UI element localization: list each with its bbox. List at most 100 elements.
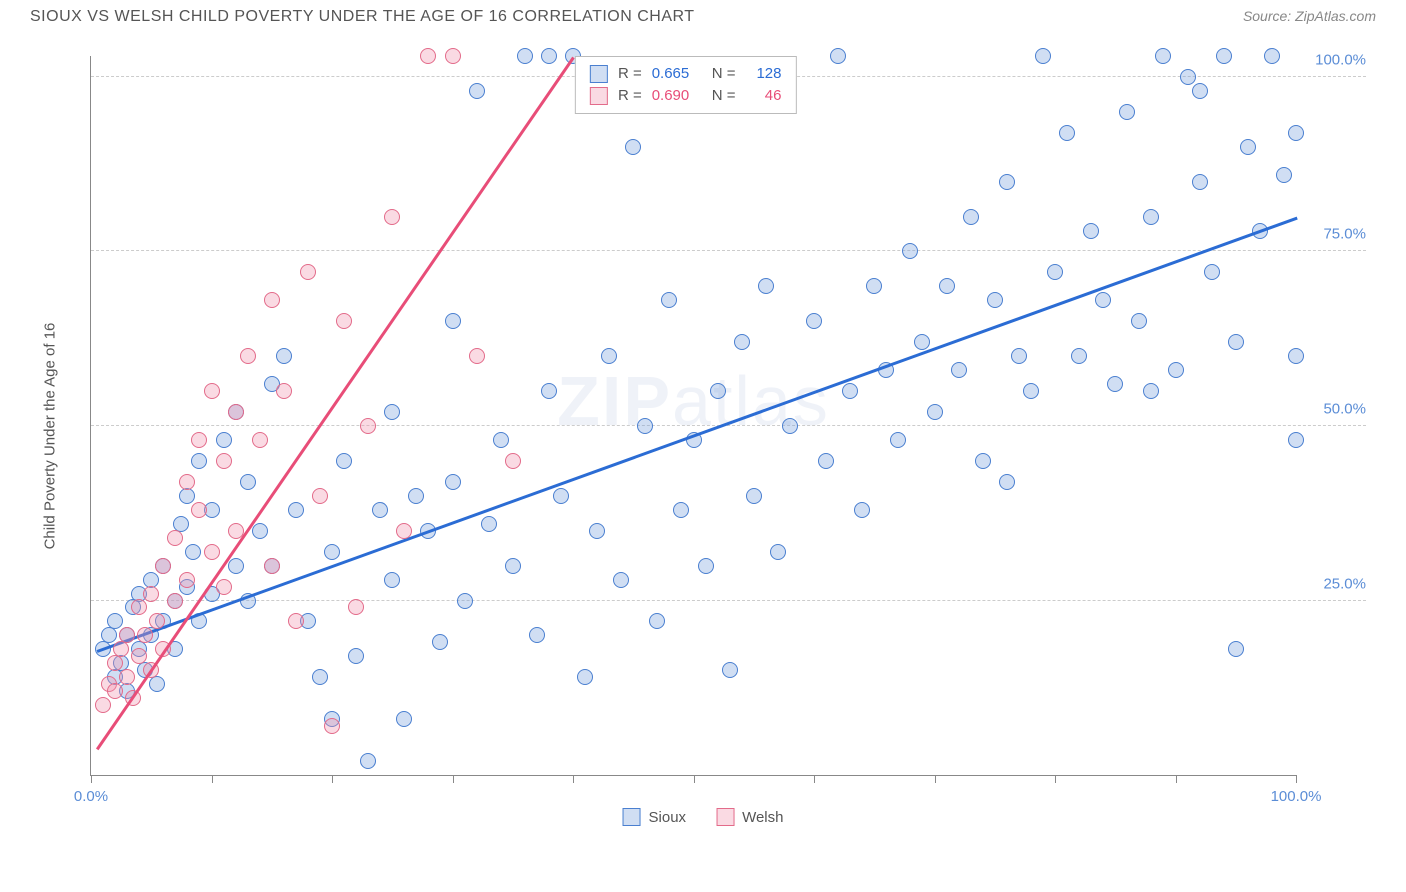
data-point [324, 544, 340, 560]
data-point [1288, 125, 1304, 141]
data-point [216, 579, 232, 595]
trend-line [97, 217, 1298, 653]
data-point [1107, 376, 1123, 392]
data-point [541, 48, 557, 64]
data-point [1155, 48, 1171, 64]
data-point [1119, 104, 1135, 120]
gridline [91, 425, 1366, 426]
data-point [963, 209, 979, 225]
data-point [734, 334, 750, 350]
plot-area: ZIPatlas 25.0%50.0%75.0%100.0%0.0%100.0%… [90, 56, 1296, 776]
data-point [1168, 362, 1184, 378]
data-point [1288, 348, 1304, 364]
data-point [384, 209, 400, 225]
data-point [914, 334, 930, 350]
data-point [384, 404, 400, 420]
x-tick [453, 775, 454, 783]
stats-legend-row: R =0.690N =46 [590, 85, 782, 107]
legend-swatch [716, 808, 734, 826]
data-point [1023, 383, 1039, 399]
data-point [1204, 264, 1220, 280]
y-tick-label: 75.0% [1306, 226, 1366, 243]
data-point [336, 453, 352, 469]
data-point [191, 432, 207, 448]
data-point [264, 558, 280, 574]
data-point [1059, 125, 1075, 141]
data-point [1035, 48, 1051, 64]
gridline [91, 250, 1366, 251]
data-point [149, 676, 165, 692]
data-point [902, 243, 918, 259]
data-point [457, 593, 473, 609]
x-tick-label: 100.0% [1271, 788, 1322, 805]
chart-title: SIOUX VS WELSH CHILD POVERTY UNDER THE A… [30, 8, 695, 26]
data-point [300, 264, 316, 280]
data-point [107, 683, 123, 699]
data-point [806, 313, 822, 329]
data-point [1131, 313, 1147, 329]
data-point [119, 669, 135, 685]
x-tick [814, 775, 815, 783]
data-point [939, 278, 955, 294]
data-point [1095, 292, 1111, 308]
data-point [1083, 223, 1099, 239]
data-point [927, 404, 943, 420]
data-point [1216, 48, 1232, 64]
legend-swatch [590, 87, 608, 105]
data-point [1143, 209, 1159, 225]
data-point [1228, 641, 1244, 657]
trend-line [96, 57, 574, 750]
data-point [204, 383, 220, 399]
data-point [384, 572, 400, 588]
data-point [698, 558, 714, 574]
data-point [336, 313, 352, 329]
data-point [119, 627, 135, 643]
data-point [1180, 69, 1196, 85]
data-point [137, 627, 153, 643]
data-point [312, 488, 328, 504]
data-point [252, 432, 268, 448]
data-point [1143, 383, 1159, 399]
data-point [276, 383, 292, 399]
data-point [143, 586, 159, 602]
data-point [481, 516, 497, 532]
data-point [722, 662, 738, 678]
data-point [553, 488, 569, 504]
data-point [1071, 348, 1087, 364]
data-point [541, 383, 557, 399]
data-point [185, 544, 201, 560]
legend-swatch [590, 65, 608, 83]
data-point [396, 523, 412, 539]
data-point [1192, 174, 1208, 190]
data-point [673, 502, 689, 518]
data-point [818, 453, 834, 469]
x-tick [91, 775, 92, 783]
data-point [288, 613, 304, 629]
source-name: ZipAtlas.com [1295, 8, 1376, 24]
data-point [577, 669, 593, 685]
data-point [1276, 167, 1292, 183]
data-point [276, 348, 292, 364]
data-point [758, 278, 774, 294]
data-point [1240, 139, 1256, 155]
data-point [252, 523, 268, 539]
data-point [1264, 48, 1280, 64]
data-point [890, 432, 906, 448]
data-point [264, 292, 280, 308]
data-point [312, 669, 328, 685]
data-point [951, 362, 967, 378]
data-point [432, 634, 448, 650]
data-point [999, 174, 1015, 190]
data-point [131, 648, 147, 664]
data-point [469, 83, 485, 99]
data-point [601, 348, 617, 364]
data-point [661, 292, 677, 308]
data-point [228, 404, 244, 420]
data-point [348, 599, 364, 615]
x-tick [1055, 775, 1056, 783]
data-point [469, 348, 485, 364]
data-point [505, 558, 521, 574]
data-point [216, 453, 232, 469]
data-point [1288, 432, 1304, 448]
data-point [408, 488, 424, 504]
